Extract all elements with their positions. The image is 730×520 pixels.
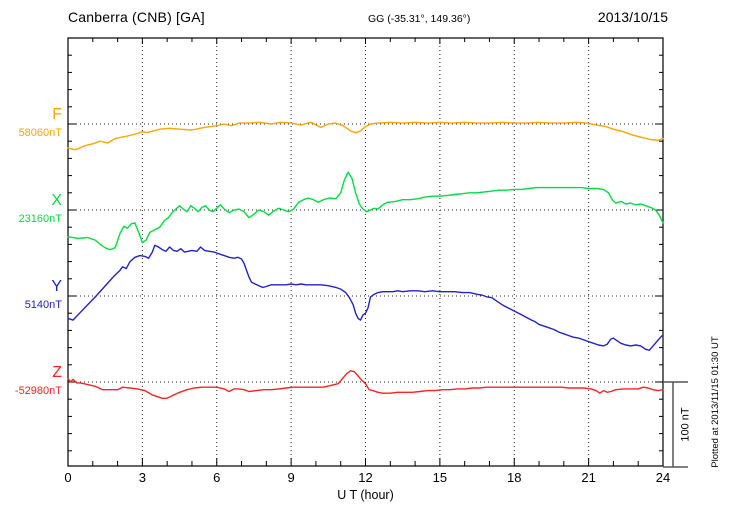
component-baseline-Z: -52980nT bbox=[14, 385, 62, 397]
component-label-Y: Y 5140nT bbox=[0, 278, 62, 312]
plotted-at-caption: Plotted at 2013/11/15 01:30 UT bbox=[710, 336, 721, 468]
scale-bar-label: 100 nT bbox=[679, 407, 692, 442]
component-letter-Z: Z bbox=[52, 364, 62, 381]
x-tick-label: 15 bbox=[432, 470, 448, 485]
component-baseline-F: 58060nT bbox=[18, 127, 62, 139]
component-baseline-Y: 5140nT bbox=[24, 299, 62, 311]
series-Z-line bbox=[67, 370, 664, 399]
component-letter-Y: Y bbox=[51, 278, 62, 295]
x-axis-label: U T (hour) bbox=[337, 488, 394, 502]
x-tick-label: 9 bbox=[287, 470, 295, 485]
station-title: Canberra (CNB) [GA] bbox=[68, 9, 205, 25]
plot-date: 2013/10/15 bbox=[597, 9, 668, 25]
component-letter-X: X bbox=[51, 192, 62, 209]
geographic-coords: GG (-35.31°, 149.36°) bbox=[368, 13, 471, 25]
series-F-line bbox=[67, 121, 664, 151]
series-Y-line bbox=[67, 244, 664, 351]
x-tick-label: 21 bbox=[581, 470, 596, 485]
series-X-line bbox=[67, 171, 664, 251]
component-letter-F: F bbox=[52, 106, 62, 123]
x-tick-label: 24 bbox=[655, 470, 671, 485]
x-tick-label: 12 bbox=[358, 470, 373, 485]
x-tick-label: 18 bbox=[507, 470, 522, 485]
component-label-Z: Z -52980nT bbox=[0, 364, 62, 398]
component-baseline-X: 23160nT bbox=[18, 213, 62, 225]
component-label-X: X 23160nT bbox=[0, 192, 62, 226]
component-label-F: F 58060nT bbox=[0, 106, 62, 140]
x-tick-label: 6 bbox=[213, 470, 221, 485]
x-tick-label: 0 bbox=[64, 470, 72, 485]
x-tick-label: 3 bbox=[138, 470, 146, 485]
